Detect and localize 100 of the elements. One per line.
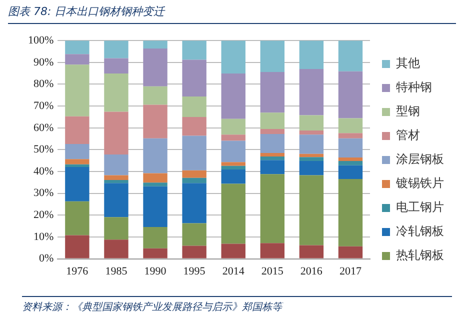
y-tick-label: 80% <box>33 78 54 90</box>
bar <box>221 118 246 135</box>
bar <box>299 245 324 258</box>
bar <box>104 58 128 74</box>
bar <box>338 40 363 72</box>
bar <box>260 152 284 156</box>
bar <box>143 40 168 48</box>
bar <box>221 134 246 141</box>
bar <box>182 223 206 246</box>
bar <box>299 115 324 130</box>
bar <box>221 40 246 74</box>
x-tick-label: 2016 <box>300 265 323 278</box>
bar <box>338 133 363 138</box>
y-tick-label: 50% <box>33 144 54 156</box>
x-tick-label: 1985 <box>105 265 128 278</box>
legend-label: 热轧钢板 <box>396 248 444 262</box>
bar <box>104 40 128 58</box>
legend-label: 冷轧钢板 <box>396 224 444 238</box>
legend-label: 其他 <box>396 56 420 70</box>
bar <box>338 178 363 246</box>
bar <box>65 159 90 164</box>
bar <box>143 138 168 174</box>
bar <box>65 64 90 116</box>
bar <box>65 164 90 167</box>
bar <box>260 156 284 160</box>
y-tick-label: 20% <box>33 209 54 222</box>
bar <box>143 248 168 258</box>
y-tick-label: 70% <box>33 100 54 112</box>
bar <box>182 60 206 96</box>
bar <box>143 173 168 183</box>
y-tick-label: 60% <box>33 122 54 134</box>
bar <box>104 175 128 180</box>
y-tick-label: 30% <box>33 187 54 200</box>
bar <box>65 54 90 65</box>
bar <box>338 165 363 179</box>
bar <box>65 144 90 160</box>
bar <box>221 74 246 119</box>
bar <box>299 157 324 162</box>
y-tick-label: 90% <box>33 56 54 68</box>
text: 资料来源：《典型国家钢铁产业发展路径与启示》郑国栋等 <box>22 296 452 314</box>
bar <box>260 174 284 244</box>
bar <box>104 154 128 176</box>
bar <box>65 116 90 144</box>
legend-label: 特种钢 <box>396 80 432 94</box>
legend-label: 管材 <box>396 128 420 142</box>
legend-label: 型钢 <box>396 104 420 118</box>
bar <box>143 186 168 227</box>
bar <box>299 134 324 154</box>
bar <box>104 180 128 184</box>
y-tick-label: 10% <box>33 230 54 243</box>
bar <box>221 244 246 258</box>
bar <box>338 118 363 134</box>
legend-label: 镀锡铁片 <box>395 176 444 190</box>
y-tick-label: 0% <box>38 252 54 265</box>
bar <box>260 134 284 153</box>
bar <box>182 178 206 184</box>
bar <box>260 128 284 134</box>
bar <box>182 170 206 178</box>
bar <box>299 40 324 69</box>
bar <box>143 86 168 105</box>
bar <box>143 48 168 86</box>
bar <box>65 166 90 202</box>
bar <box>104 217 128 240</box>
bar <box>260 40 284 72</box>
y-tick-label: 100% <box>28 34 54 46</box>
x-tick-label: 1990 <box>144 265 167 278</box>
bar <box>65 235 90 258</box>
bar <box>299 161 324 176</box>
bar <box>338 138 363 158</box>
x-tick-label: 1976 <box>66 265 89 278</box>
bar <box>104 74 128 112</box>
legend-label: 涂层钢板 <box>396 152 444 166</box>
bar <box>221 162 246 166</box>
bar <box>299 130 324 135</box>
bar <box>104 240 128 258</box>
y-tick-label: 40% <box>33 165 54 178</box>
bar <box>338 246 363 258</box>
bar <box>260 72 284 113</box>
legend-label: 电工钢片 <box>396 200 444 214</box>
bar <box>104 183 128 218</box>
bar <box>260 243 284 258</box>
bar <box>260 160 284 174</box>
bar <box>104 112 128 154</box>
bar <box>338 71 363 118</box>
bar <box>182 96 206 117</box>
chart-title: 图表 78: 日本出口钢材钢种变迁 <box>8 4 456 24</box>
bar <box>182 40 206 60</box>
bar <box>182 183 206 224</box>
x-tick-label: 2017 <box>339 265 362 278</box>
bar <box>65 201 90 236</box>
bar <box>338 161 363 166</box>
bar <box>299 175 324 246</box>
bar <box>143 182 168 186</box>
bar <box>260 112 284 129</box>
x-tick-label: 1995 <box>183 265 206 278</box>
bar <box>182 116 206 136</box>
bar <box>299 68 324 116</box>
bar <box>65 40 90 54</box>
bar <box>299 154 324 158</box>
x-tick-label: 2015 <box>261 265 284 278</box>
